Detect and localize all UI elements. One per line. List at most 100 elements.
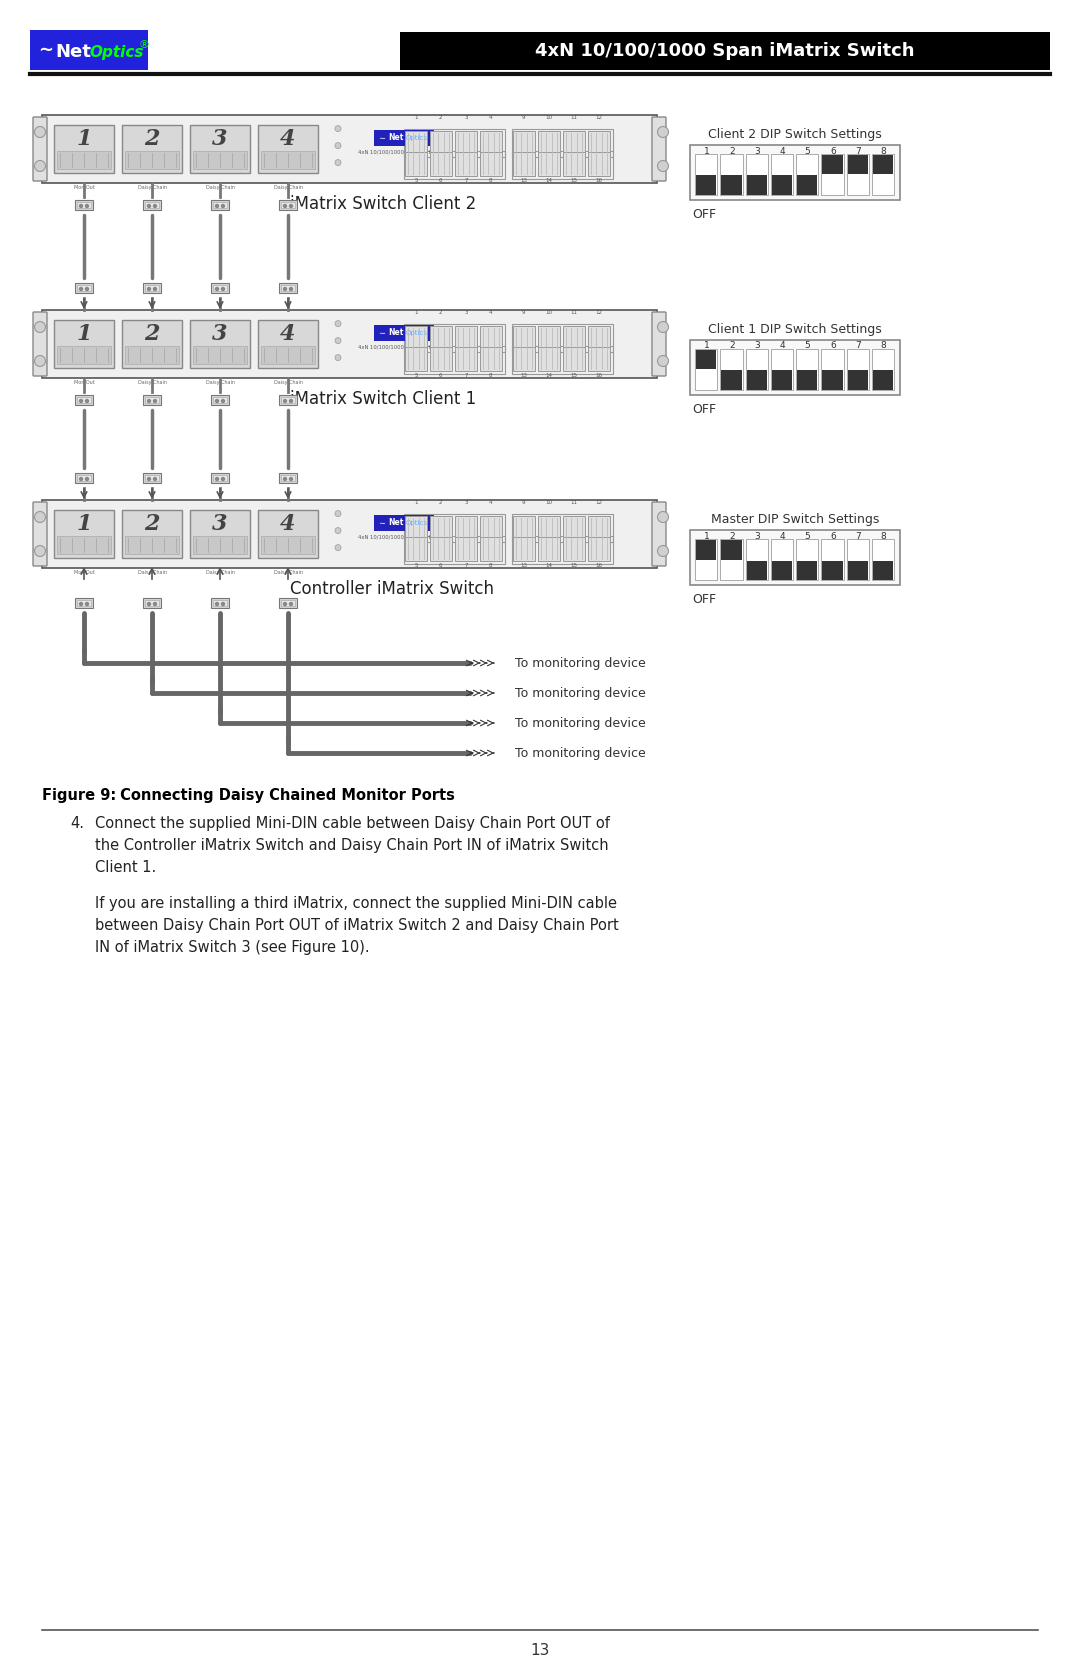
Bar <box>125 152 179 170</box>
FancyBboxPatch shape <box>33 502 48 566</box>
Text: 10: 10 <box>545 310 552 315</box>
Bar <box>588 537 610 561</box>
Text: Connecting Daisy Chained Monitor Ports: Connecting Daisy Chained Monitor Ports <box>114 788 455 803</box>
Text: 3: 3 <box>213 512 228 534</box>
Text: Optics: Optics <box>406 135 428 140</box>
Bar <box>145 474 159 481</box>
Bar <box>77 397 91 404</box>
Text: 3: 3 <box>213 322 228 344</box>
Circle shape <box>153 205 157 207</box>
Text: 4.: 4. <box>70 816 84 831</box>
Text: 1: 1 <box>704 531 710 541</box>
Bar <box>455 152 477 177</box>
Text: Net: Net <box>388 519 404 527</box>
FancyBboxPatch shape <box>33 312 48 376</box>
Text: Net: Net <box>55 43 91 62</box>
Bar <box>563 347 585 371</box>
Bar <box>696 350 716 369</box>
Bar <box>563 325 585 350</box>
Text: 14: 14 <box>545 179 552 184</box>
Bar <box>374 516 434 531</box>
Text: 16: 16 <box>595 179 603 184</box>
Bar <box>821 154 843 195</box>
Text: 1: 1 <box>77 322 92 344</box>
Text: 1: 1 <box>414 310 418 315</box>
Circle shape <box>80 205 82 207</box>
Text: 11: 11 <box>570 115 578 120</box>
Bar <box>57 152 111 170</box>
Text: 3: 3 <box>754 342 760 350</box>
Text: Daisy Chain: Daisy Chain <box>273 185 302 190</box>
Bar <box>145 397 159 404</box>
Bar <box>258 320 318 367</box>
Bar <box>796 539 819 581</box>
Text: iMatrix Switch Client 2: iMatrix Switch Client 2 <box>291 195 476 214</box>
Bar <box>122 511 183 557</box>
Bar <box>212 598 229 608</box>
Bar <box>280 396 297 406</box>
Bar <box>513 537 535 561</box>
Bar <box>193 347 247 364</box>
Bar <box>212 396 229 406</box>
Text: 7: 7 <box>464 374 468 379</box>
Bar <box>405 516 427 539</box>
Text: 2: 2 <box>729 531 734 541</box>
Text: 3: 3 <box>213 127 228 150</box>
Bar <box>847 539 868 581</box>
Text: 6: 6 <box>440 179 443 184</box>
Bar <box>872 154 894 195</box>
Bar <box>513 152 535 177</box>
Bar <box>563 132 585 155</box>
Bar <box>480 132 502 155</box>
Bar <box>721 175 742 195</box>
Bar <box>538 132 559 155</box>
Bar <box>588 516 610 539</box>
Bar <box>797 561 818 581</box>
Bar <box>212 282 229 294</box>
Circle shape <box>221 205 225 207</box>
Bar <box>588 325 610 350</box>
Bar <box>480 152 502 177</box>
Text: 7: 7 <box>464 179 468 184</box>
Bar <box>144 472 161 484</box>
Bar <box>281 599 295 606</box>
Text: ∼: ∼ <box>378 134 386 142</box>
Circle shape <box>289 205 293 207</box>
Bar <box>374 130 434 145</box>
Bar <box>190 511 249 557</box>
Bar <box>746 371 767 391</box>
FancyBboxPatch shape <box>652 312 666 376</box>
Text: 14: 14 <box>545 564 552 569</box>
Circle shape <box>216 205 218 207</box>
Text: 8: 8 <box>880 342 887 350</box>
Circle shape <box>85 205 89 207</box>
Bar <box>513 325 535 350</box>
Circle shape <box>216 477 218 481</box>
Text: 16: 16 <box>595 564 603 569</box>
Circle shape <box>80 399 82 402</box>
Text: 2: 2 <box>145 127 160 150</box>
Circle shape <box>35 127 45 137</box>
Bar <box>145 599 159 606</box>
Text: Daisy Chain: Daisy Chain <box>137 185 166 190</box>
Bar <box>281 285 295 290</box>
Bar <box>258 511 318 557</box>
Bar <box>455 325 477 350</box>
Circle shape <box>289 477 293 481</box>
Bar <box>455 132 477 155</box>
Text: 4xN 10/100/1000 Span Port Switch: 4xN 10/100/1000 Span Port Switch <box>359 150 450 155</box>
Text: 6: 6 <box>831 342 836 350</box>
Text: 12: 12 <box>595 115 603 120</box>
Bar <box>405 132 427 155</box>
Circle shape <box>153 399 157 402</box>
Text: 13: 13 <box>521 564 527 569</box>
Bar <box>512 536 612 564</box>
Text: 4xN 10/100/1000 Span iMatrix Switch: 4xN 10/100/1000 Span iMatrix Switch <box>536 42 915 60</box>
Text: 9: 9 <box>522 501 526 506</box>
Circle shape <box>335 125 341 132</box>
Bar <box>404 536 504 564</box>
Circle shape <box>80 477 82 481</box>
Text: 2: 2 <box>145 322 160 344</box>
Bar <box>538 347 559 371</box>
Bar <box>261 152 315 170</box>
